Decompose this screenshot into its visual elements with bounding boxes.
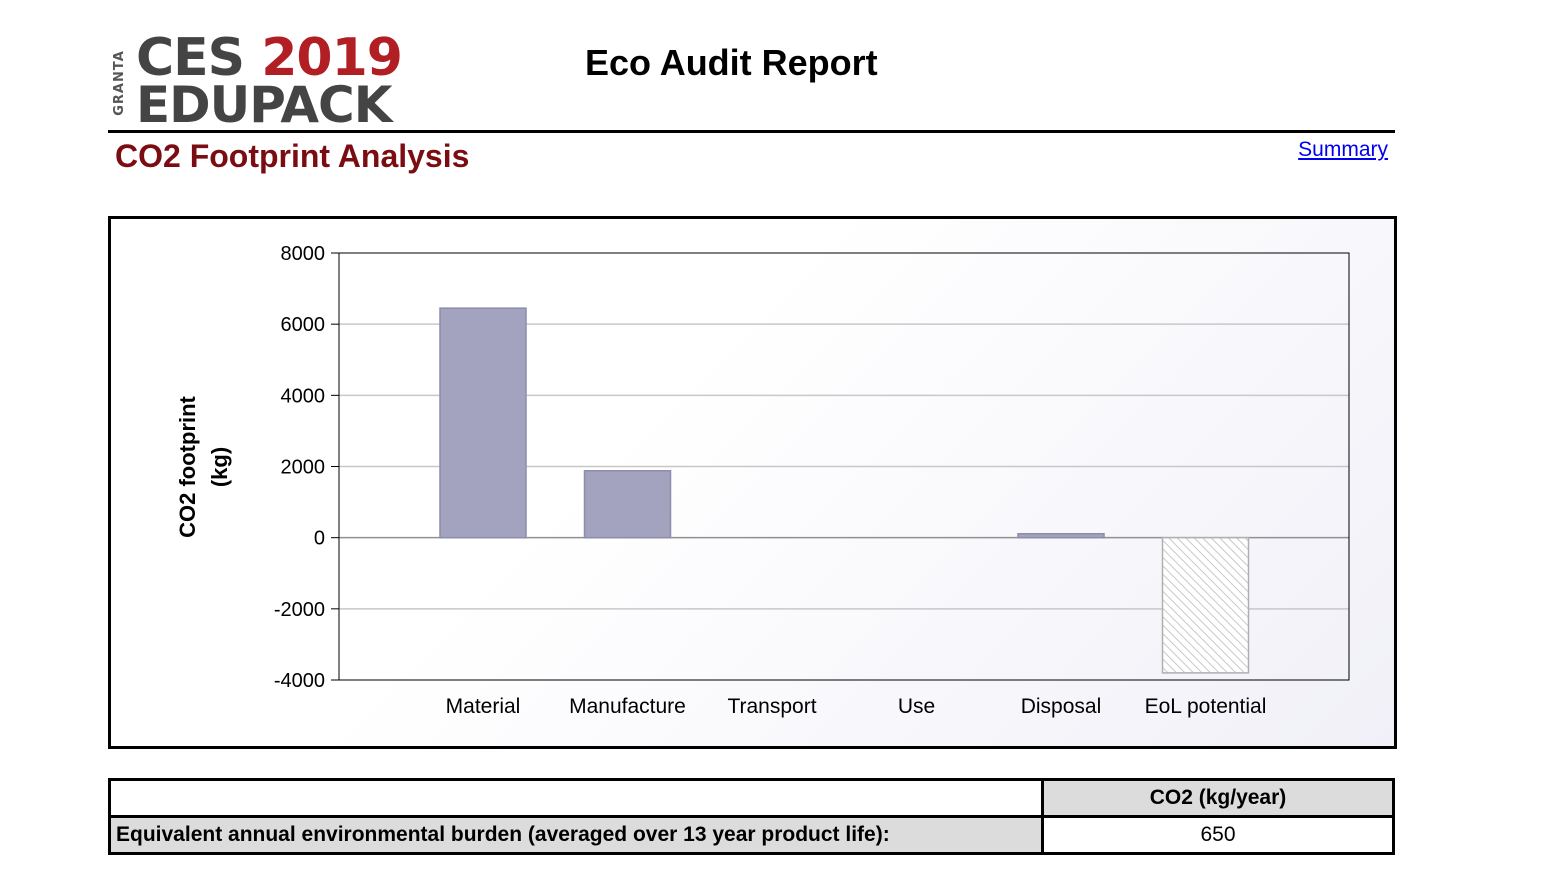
logo-ces-text: CES [136, 28, 245, 88]
y-tick-label: 8000 [281, 243, 326, 265]
report-title: Eco Audit Report [585, 42, 878, 83]
table-header-row: CO2 (kg/year) [108, 778, 1395, 818]
bar-disposal [1017, 533, 1105, 539]
logo-line1: CES 2019 [136, 32, 403, 84]
co2-summary-table: CO2 (kg/year) Equivalent annual environm… [108, 778, 1395, 855]
bar-material [439, 307, 527, 539]
co2-chart-panel: 8000 6000 4000 2000 0 -2000 -4000 Material Manuf… [108, 216, 1397, 749]
bar-manufacture [583, 470, 672, 539]
logo-year-text: 2019 [261, 28, 403, 88]
x-tick-label: EoL potential [1145, 695, 1267, 718]
x-tick-label: Material [446, 695, 521, 718]
table-row-label: Equivalent annual environmental burden (… [108, 815, 1044, 855]
table-row-value: 650 [1041, 815, 1395, 855]
y-axis-label-line1: CO2 footprint [175, 395, 200, 537]
ces-edupack-logo: GRANTA CES 2019 EDUPACK [110, 32, 440, 134]
table-header-co2: CO2 (kg/year) [1041, 778, 1395, 818]
logo-granta-text: GRANTA [112, 50, 127, 116]
y-tick-label: 6000 [281, 314, 326, 336]
table-header-empty-cell [108, 778, 1044, 818]
y-axis-label: CO2 footprint (kg) [175, 395, 232, 537]
y-tick-label: 4000 [281, 385, 326, 407]
summary-link[interactable]: Summary [1298, 138, 1388, 161]
y-tick-label: 0 [314, 528, 325, 550]
header-divider [108, 130, 1395, 133]
table-row: Equivalent annual environmental burden (… [108, 815, 1395, 855]
y-tick-label: -2000 [274, 599, 325, 621]
y-tick-label: 2000 [281, 457, 326, 479]
co2-footprint-chart: 8000 6000 4000 2000 0 -2000 -4000 Material Manuf… [175, 243, 1350, 718]
bar-eol-potential [1161, 536, 1250, 674]
section-title: CO2 Footprint Analysis [115, 138, 470, 174]
x-tick-label: Transport [727, 695, 816, 718]
y-axis-label-line2: (kg) [207, 447, 232, 487]
y-tick-label: -4000 [274, 670, 325, 692]
x-tick-label: Manufacture [569, 695, 686, 718]
x-tick-label: Disposal [1021, 695, 1102, 718]
logo-edupack-text: EDUPACK [136, 76, 392, 134]
x-tick-label: Use [898, 695, 935, 718]
